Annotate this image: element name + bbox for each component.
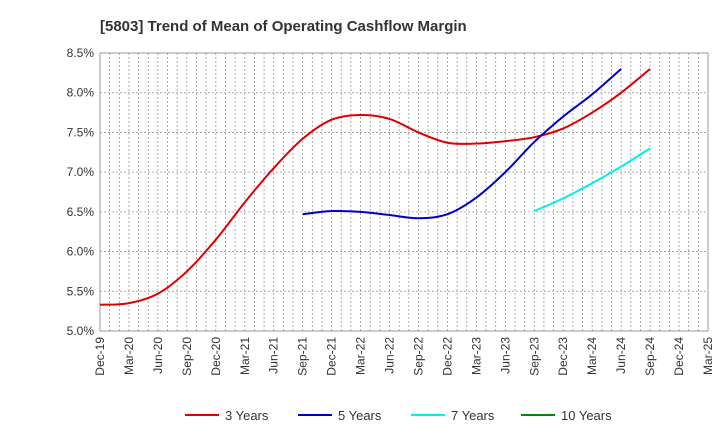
y-tick-label: 5.5%	[67, 284, 95, 298]
series-line-1	[99, 68, 651, 306]
x-tick-label: Jun-22	[383, 337, 397, 374]
x-tick-label: Mar-25	[701, 337, 715, 375]
x-tick-label: Dec-24	[672, 337, 686, 376]
x-tick-label: Mar-21	[238, 337, 252, 375]
x-tick-label: Sep-22	[411, 337, 425, 376]
plot-frame	[99, 52, 709, 332]
x-tick-label: Jun-21	[267, 337, 281, 374]
x-tick-label: Mar-24	[585, 337, 599, 375]
y-tick-label: 7.5%	[67, 125, 95, 139]
y-tick-label: 6.5%	[67, 205, 95, 219]
legend-label: 3 Years	[225, 408, 269, 423]
x-tick-label: Jun-20	[151, 337, 165, 374]
legend-label: 5 Years	[338, 408, 382, 423]
x-tick-label: Dec-21	[325, 337, 339, 376]
y-tick-label: 5.0%	[67, 324, 95, 338]
x-tick-label: Dec-19	[93, 337, 107, 376]
chart-title: [5803] Trend of Mean of Operating Cashfl…	[100, 18, 467, 35]
y-tick-label: 7.0%	[67, 165, 95, 179]
legend-label: 10 Years	[561, 408, 612, 423]
legend: 3 Years 5 Years 7 Years 10 Years	[185, 408, 612, 423]
series-lines	[99, 68, 651, 306]
x-tick-label: Sep-24	[643, 337, 657, 376]
y-tick-label: 8.5%	[67, 46, 95, 60]
series-line-2	[302, 68, 622, 220]
x-tick-label: Mar-20	[122, 337, 136, 375]
x-tick-label: Sep-20	[180, 337, 194, 376]
x-tick-label: Sep-21	[296, 337, 310, 376]
x-tick-label: Dec-20	[209, 337, 223, 376]
x-tick-label: Mar-23	[469, 337, 483, 375]
x-tick-label: Dec-22	[440, 337, 454, 376]
x-tick-label: Mar-22	[354, 337, 368, 375]
y-axis-ticks: 5.0% 5.5% 6.0% 6.5% 7.0% 7.5% 8.0% 8.5%	[67, 46, 95, 338]
series-line-3	[533, 147, 651, 212]
grid-lines	[100, 52, 708, 332]
x-tick-label: Jun-24	[614, 337, 628, 374]
y-tick-label: 8.0%	[67, 86, 95, 100]
legend-label: 7 Years	[451, 408, 495, 423]
plot-area	[99, 52, 709, 332]
x-axis-ticks: Dec-19 Mar-20 Jun-20 Sep-20 Dec-20 Mar-21 Jun-…	[93, 337, 715, 376]
x-tick-label: Sep-23	[527, 337, 541, 376]
x-tick-label: Jun-23	[498, 337, 512, 374]
x-tick-label: Dec-23	[556, 337, 570, 376]
y-tick-label: 6.0%	[67, 245, 95, 259]
